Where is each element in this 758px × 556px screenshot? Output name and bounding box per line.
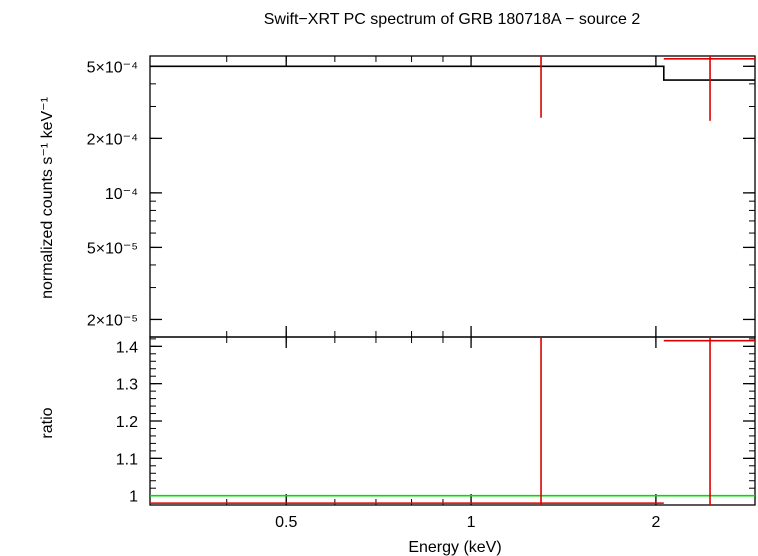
x-tick-label: 1 [467, 514, 476, 531]
chart-title: Swift−XRT PC spectrum of GRB 180718A − s… [264, 11, 641, 28]
y-tick-label: 5×10⁻⁵ [87, 240, 138, 257]
ratio-panel: 1.4 1.3 1.2 1.1 1 [116, 336, 756, 506]
y-tick-label: 5×10⁻⁴ [87, 59, 138, 76]
y-tick-label: 1.4 [116, 339, 138, 356]
spectrum-panel: 5×10⁻⁴ 2×10⁻⁴ 10⁻⁴ 5×10⁻⁵ 2×10⁻⁵ [87, 55, 756, 338]
y-tick-label: 1.1 [116, 451, 138, 468]
x-tick-labels: 0.5 1 2 [275, 514, 660, 531]
y-tick-label: 1.2 [116, 414, 138, 431]
ratio-frame [149, 336, 756, 506]
model-step-line [150, 65, 755, 81]
spectrum-y-axis-label: normalized counts s⁻¹ keV⁻¹ [39, 97, 56, 299]
y-tick-label: 10⁻⁴ [105, 186, 138, 203]
x-tick-label: 2 [651, 514, 660, 531]
y-tick-label: 2×10⁻⁴ [87, 131, 138, 148]
y-tick-label: 1.3 [116, 377, 138, 394]
ratio-y-axis-label: ratio [39, 407, 56, 438]
spectrum-frame [149, 55, 756, 338]
y-tick-label: 1 [129, 489, 138, 506]
x-axis-label: Energy (keV) [408, 539, 501, 556]
x-tick-label: 0.5 [275, 514, 297, 531]
y-tick-label: 2×10⁻⁵ [87, 312, 138, 329]
